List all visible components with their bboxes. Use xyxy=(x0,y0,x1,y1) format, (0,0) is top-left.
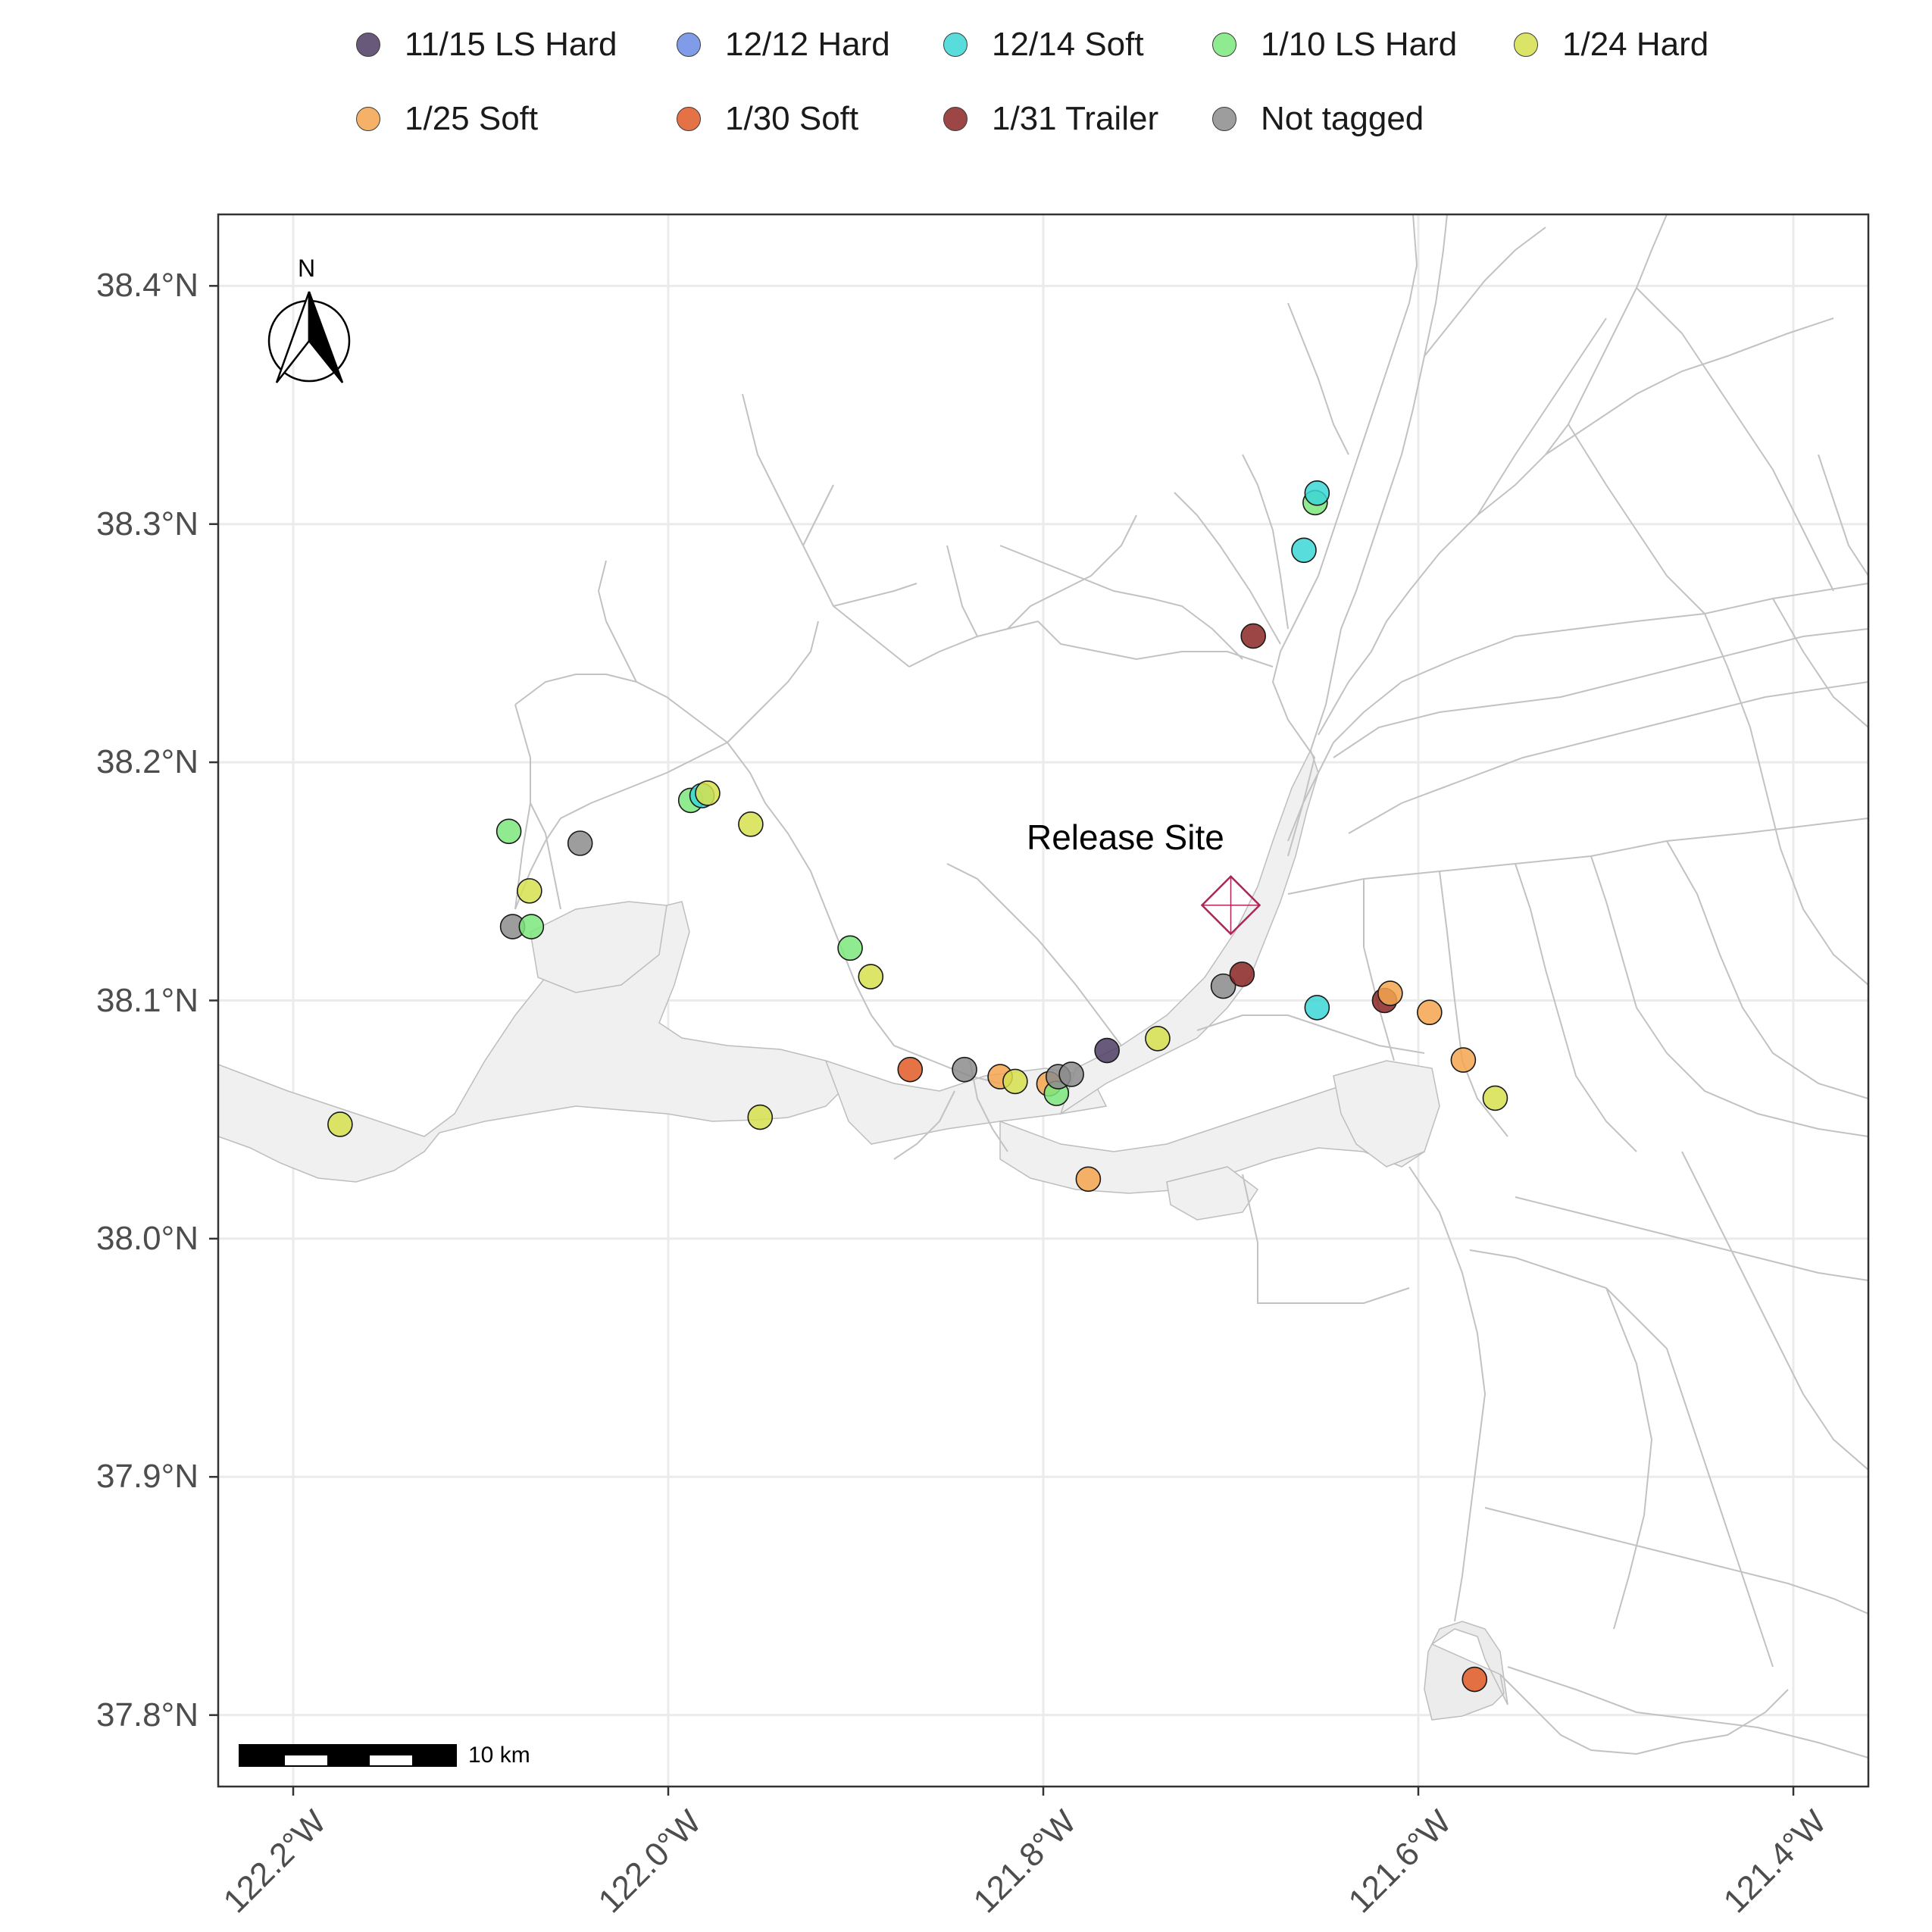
legend-label: 1/31 Trailer xyxy=(992,100,1159,137)
legend-label: 1/25 Soft xyxy=(405,100,539,137)
legend-item: 12/14 Soft xyxy=(943,26,1144,64)
detection-point xyxy=(1075,1166,1102,1193)
detection-point xyxy=(1304,995,1330,1021)
y-tick-label: 38.0°N xyxy=(95,1219,199,1257)
detection-point xyxy=(1094,1037,1120,1064)
y-tick-label: 38.1°N xyxy=(95,981,199,1019)
legend-swatch xyxy=(1514,33,1538,57)
waterway-lines xyxy=(514,214,1868,1758)
delta-inner-pool xyxy=(1166,1166,1259,1221)
detection-point xyxy=(1291,537,1317,564)
detection-point xyxy=(518,914,545,939)
legend-swatch xyxy=(356,33,380,57)
sherman-lake xyxy=(1333,1060,1440,1168)
legend-swatch xyxy=(943,107,968,131)
detection-point xyxy=(1462,1666,1488,1693)
detection-point xyxy=(1377,980,1403,1006)
detection-point xyxy=(1417,999,1443,1026)
detection-points xyxy=(327,480,1508,1693)
legend-item: 1/24 Hard xyxy=(1514,26,1708,64)
lower-delta-channel xyxy=(999,1083,1425,1194)
north-arrow xyxy=(267,291,351,383)
y-tick-label: 37.8°N xyxy=(95,1696,199,1733)
y-tick-label: 38.4°N xyxy=(95,267,199,305)
legend-swatch xyxy=(943,33,968,57)
detection-point xyxy=(1240,623,1266,649)
detection-point xyxy=(567,830,593,856)
detection-point xyxy=(327,1111,353,1137)
legend-swatch xyxy=(1212,33,1236,57)
legend-item: 11/15 LS Hard xyxy=(356,26,617,64)
detection-point xyxy=(1450,1047,1477,1073)
legend-label: 12/14 Soft xyxy=(992,26,1144,63)
legend-swatch xyxy=(677,107,701,131)
legend-swatch xyxy=(677,33,701,57)
release-site-marker xyxy=(1200,874,1261,936)
y-tick-label: 38.2°N xyxy=(95,743,199,781)
detection-point xyxy=(1482,1085,1508,1111)
grizzly-bay-water xyxy=(530,901,667,993)
legend-item: 1/10 LS Hard xyxy=(1212,26,1457,64)
legend-label: 12/12 Hard xyxy=(725,26,890,63)
legend-item: 1/31 Trailer xyxy=(943,100,1158,138)
detection-point xyxy=(1002,1068,1028,1095)
legend-swatch xyxy=(356,107,380,131)
basemap xyxy=(218,214,1868,1758)
legend-item: 1/30 Soft xyxy=(677,100,858,138)
montezuma-slough xyxy=(824,1059,1108,1145)
detection-point xyxy=(1058,1061,1084,1087)
legend-item: Not tagged xyxy=(1212,100,1424,138)
scale-bar-label: 10 km xyxy=(468,1743,530,1768)
detection-point xyxy=(837,935,863,961)
y-tick-label: 37.9°N xyxy=(95,1458,199,1496)
detection-point xyxy=(897,1056,924,1083)
legend-label: 1/24 Hard xyxy=(1562,26,1709,63)
legend-item: 12/12 Hard xyxy=(677,26,890,64)
detection-point xyxy=(496,818,522,845)
detection-point xyxy=(1304,480,1330,506)
legend-label: 1/10 LS Hard xyxy=(1261,26,1458,63)
detection-point xyxy=(517,878,542,904)
scale-bar xyxy=(239,1744,457,1767)
detection-point xyxy=(695,780,721,806)
detection-point xyxy=(738,811,764,837)
detection-point xyxy=(1229,961,1255,987)
detection-point xyxy=(1145,1026,1171,1052)
graticule xyxy=(218,214,1868,1787)
north-label: N xyxy=(298,255,316,282)
legend-label: 11/15 LS Hard xyxy=(405,26,617,63)
detection-point xyxy=(858,964,884,989)
axis-ticks xyxy=(209,285,1795,1796)
legend-label: Not tagged xyxy=(1261,100,1424,137)
legend-item: 1/25 Soft xyxy=(356,100,538,138)
detection-point xyxy=(747,1104,774,1130)
release-site-label: Release Site xyxy=(1027,818,1224,857)
y-tick-label: 38.3°N xyxy=(95,505,199,542)
detection-point xyxy=(1210,973,1236,999)
detection-point xyxy=(952,1056,977,1083)
legend-label: 1/30 Soft xyxy=(725,100,859,137)
legend-swatch xyxy=(1212,107,1236,131)
